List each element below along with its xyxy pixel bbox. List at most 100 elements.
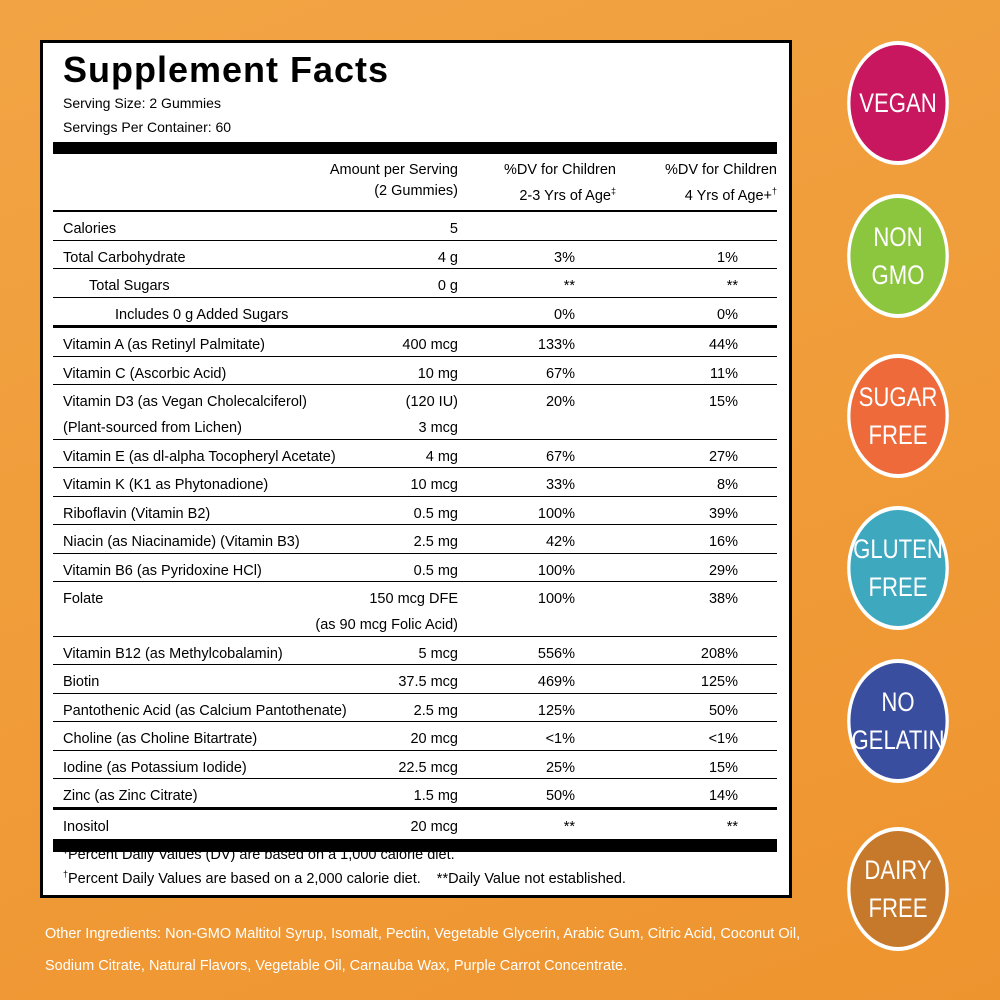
nutrient-row: Vitamin K (K1 as Phytonadione) 10 mcg 33% 8… xyxy=(53,468,777,497)
nutrient-name: Vitamin C (Ascorbic Acid) xyxy=(63,361,226,387)
badge: GLUTEN FREE xyxy=(847,506,949,630)
amount: 1.5 mg xyxy=(414,783,458,809)
header-line: (2 Gummies) xyxy=(330,181,458,202)
nutrient-row: Niacin (as Niacinamide) (Vitamin B3) 2.5 … xyxy=(53,525,777,554)
dv-4: ** xyxy=(726,818,738,835)
dv-2-3: 125% xyxy=(537,702,575,719)
amount: 20 mcg xyxy=(410,814,458,840)
amount-line: 0.5 mg xyxy=(413,505,458,522)
badge-line: SUGAR xyxy=(858,382,938,412)
amount-line: 4 mg xyxy=(425,448,458,465)
nutrient-row: Vitamin A (as Retinyl Palmitate) 400 mcg 1… xyxy=(53,328,777,357)
footnote-text: Percent Daily Values are based on a 2,00… xyxy=(68,870,421,887)
badge: VEGAN xyxy=(847,41,949,165)
amount: 150 mcg DFE (as 90 mcg Folic Acid) xyxy=(315,586,458,638)
footnote-mark: † xyxy=(63,869,69,879)
dv-4: 16% xyxy=(708,534,738,550)
dv-2-3: 100% xyxy=(537,562,575,579)
nutrient-row: Biotin 37.5 mcg 469% 125% xyxy=(53,665,777,694)
dv-2-3: 469% xyxy=(537,674,575,690)
nutrient-row: Vitamin C (Ascorbic Acid) 10 mg 67% 11% xyxy=(53,357,777,387)
nutrient-name: Biotin xyxy=(63,669,99,695)
header-line: 4 Yrs of Age+† xyxy=(665,181,777,207)
nutrient-name: Niacin (as Niacinamide) (Vitamin B3) xyxy=(63,529,300,555)
nutrient-row: Total Sugars 0 g ** ** xyxy=(53,269,777,298)
nutrient-row: Vitamin D3 (as Vegan Cholecalciferol) (Pl… xyxy=(53,385,777,440)
nutrient-name: Choline (as Choline Bitartrate) xyxy=(63,726,257,752)
amount: 0 g xyxy=(438,273,458,299)
dv-4: 38% xyxy=(708,591,738,607)
nutrient-row: Vitamin E (as dl-alpha Tocopheryl Acetat… xyxy=(53,440,777,468)
nutrient-name: Iodine (as Potassium Iodide) xyxy=(63,755,247,781)
dv-4: 11% xyxy=(710,365,738,382)
dv-2-3: 33% xyxy=(545,477,575,493)
header-text: %DV for Children xyxy=(503,162,616,178)
header-line: Amount per Serving xyxy=(330,160,458,181)
amount: 10 mg xyxy=(418,361,458,387)
nutrient-name: Vitamin B12 (as Methylcobalamin) xyxy=(63,641,283,667)
other-ingredients: Other Ingredients: Non-GMO Maltitol Syru… xyxy=(45,926,801,974)
name-line: Biotin xyxy=(63,674,100,690)
dv-2-3: ** xyxy=(563,278,575,294)
nutrient-name: Inositol xyxy=(63,814,109,840)
table-body: Calories 5 Total Carbohydrate 4 g 3% 1% Total … xyxy=(53,212,777,837)
name-line: Inositol xyxy=(63,818,109,835)
nutrient-row: Pantothenic Acid (as Calcium Pantothenat… xyxy=(53,694,777,722)
badge: NO GELATIN xyxy=(847,659,949,783)
footnote: †Percent Daily Values are based on a 2,0… xyxy=(63,869,626,887)
name-line: Vitamin A (as Retinyl Palmitate) xyxy=(63,337,266,353)
name-line: Calories xyxy=(63,221,117,237)
dv-2-3: 67% xyxy=(545,448,575,465)
amount: 400 mcg xyxy=(402,332,458,358)
nutrient-row: Calories 5 xyxy=(53,212,777,241)
section: Inositol 20 mcg ** ** xyxy=(53,810,777,838)
name-line: Riboflavin (Vitamin B2) xyxy=(63,505,211,522)
nutrient-row: Riboflavin (Vitamin B2) 0.5 mg 100% 39% xyxy=(53,497,777,525)
amount: 22.5 mcg xyxy=(398,755,458,781)
nutrient-row: Vitamin B6 (as Pyridoxine HCl) 0.5 mg 100%… xyxy=(53,554,777,584)
nutrient-name: Vitamin D3 (as Vegan Cholecalciferol) (Pl… xyxy=(63,389,307,441)
name-line: Vitamin K (K1 as Phytonadione) xyxy=(63,477,269,493)
dv-2-3: 67% xyxy=(545,365,575,382)
amount: 2.5 mg xyxy=(414,529,458,555)
badge-line: NO xyxy=(881,687,915,717)
supplement-facts-panel: Supplement Facts Serving Size: 2 Gummies… xyxy=(40,40,792,898)
footnote: ‡Percent Daily Values (DV) are based on … xyxy=(63,845,455,863)
name-line: Total Carbohydrate xyxy=(63,249,186,266)
header-line: 2-3 Yrs of Age‡ xyxy=(504,181,616,207)
amount-line: 3 mcg xyxy=(418,420,459,436)
nutrient-name: Vitamin A (as Retinyl Palmitate) xyxy=(63,332,265,358)
name-line: (Plant-sourced from Lichen) xyxy=(63,420,242,436)
name-line: Vitamin C (Ascorbic Acid) xyxy=(63,365,227,382)
dv-4: 125% xyxy=(700,674,738,690)
nutrient-row: Total Carbohydrate 4 g 3% 1% xyxy=(53,241,777,269)
dv-2-3: 20% xyxy=(545,394,575,410)
nutrient-name: Folate xyxy=(63,586,103,612)
amount-line: 2.5 mg xyxy=(413,702,458,719)
badge-line: VEGAN xyxy=(859,88,937,118)
header-text: Amount per Serving xyxy=(329,162,458,178)
amount: 37.5 mcg xyxy=(398,669,458,695)
header-text: 4 Yrs of Age+ xyxy=(684,187,772,204)
name-line: Total Sugars xyxy=(89,278,170,294)
dv-4: ** xyxy=(726,278,738,294)
amount: 20 mcg xyxy=(410,726,458,752)
name-line: Choline (as Choline Bitartrate) xyxy=(63,731,258,747)
panel-title: Supplement Facts xyxy=(63,49,390,90)
dv-4: 39% xyxy=(708,505,738,522)
amount-line: 20 mcg xyxy=(410,731,458,747)
dv-2-3: <1% xyxy=(545,731,575,747)
name-line: Vitamin E (as dl-alpha Tocopheryl Acetat… xyxy=(63,448,336,465)
badge: DAIRY FREE xyxy=(847,827,949,951)
nutrient-name: Vitamin B6 (as Pyridoxine HCl) xyxy=(63,558,262,584)
dv-2-3: 42% xyxy=(545,534,575,550)
dv-4: 50% xyxy=(708,702,738,719)
header-text: (2 Gummies) xyxy=(374,183,458,199)
amount-line: 20 mcg xyxy=(410,818,458,835)
nutrient-row: Vitamin B12 (as Methylcobalamin) 5 mcg 556… xyxy=(53,637,777,667)
thick-rule xyxy=(53,142,777,154)
badge-line: FREE xyxy=(868,893,928,923)
nutrient-name: Zinc (as Zinc Citrate) xyxy=(63,783,198,809)
amount-line: (120 IU) xyxy=(405,394,458,410)
header-text: %DV for Children xyxy=(664,162,777,178)
